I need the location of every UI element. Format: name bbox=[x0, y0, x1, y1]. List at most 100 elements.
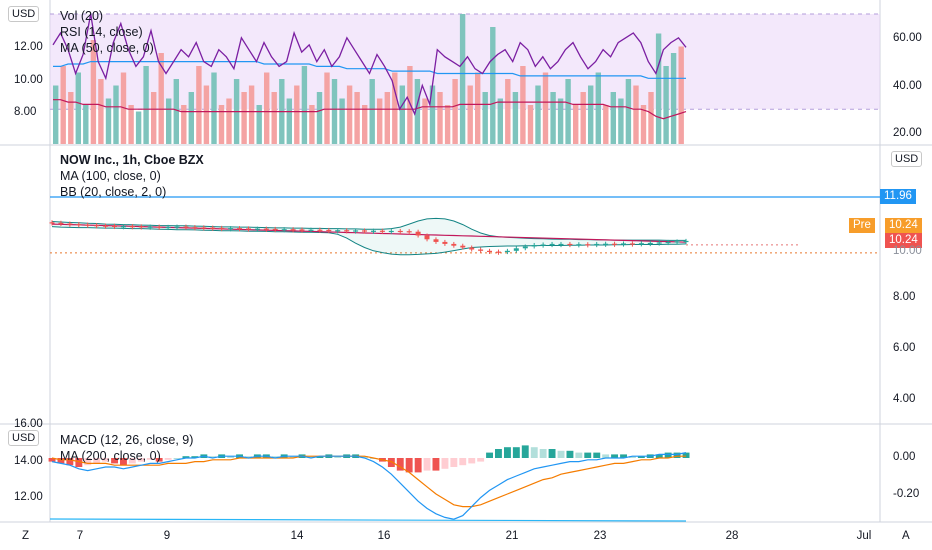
volume-bar bbox=[640, 105, 647, 144]
x-label-28: 28 bbox=[725, 530, 739, 542]
last-price-value: 10.24 bbox=[885, 233, 922, 248]
candle bbox=[344, 230, 350, 232]
candle bbox=[156, 226, 162, 228]
volume-bar bbox=[565, 79, 571, 144]
macd-histogram-bar bbox=[155, 458, 163, 462]
volume-bar bbox=[151, 92, 157, 144]
volume-rsi-pane[interactable] bbox=[50, 13, 880, 144]
volume-bar bbox=[588, 85, 594, 144]
volume-bar bbox=[377, 98, 383, 144]
x-label-14: 14 bbox=[290, 530, 304, 542]
volume-bar bbox=[218, 105, 225, 144]
macd-histogram-bar bbox=[396, 458, 404, 471]
macd-histogram-bar bbox=[57, 458, 65, 464]
candle bbox=[487, 250, 492, 252]
candle bbox=[219, 227, 225, 230]
legend-rsi[interactable]: RSI (14, close) bbox=[60, 25, 143, 39]
legend-vol[interactable]: Vol (20) bbox=[60, 9, 104, 23]
rsi-right-tick-60: 60.00 bbox=[893, 32, 922, 44]
candle bbox=[576, 244, 582, 246]
volume-bar bbox=[437, 92, 443, 144]
macd-histogram-bar bbox=[432, 458, 440, 471]
macd-right-tick-0: 0.00 bbox=[893, 451, 916, 463]
macd-histogram-bar bbox=[602, 454, 610, 458]
legend-bb[interactable]: BB (20, close, 2, 0) bbox=[60, 185, 167, 199]
volume-bar bbox=[143, 66, 149, 144]
price-tick-6: 6.00 bbox=[893, 342, 916, 354]
macd-histogram-bar bbox=[584, 452, 592, 458]
legend-macd[interactable]: MACD (12, 26, close, 9) bbox=[60, 433, 194, 447]
price-legend[interactable]: NOW Inc., 1h, Cboe BZX MA (100, close, 0… bbox=[60, 152, 204, 200]
volume-bar bbox=[166, 98, 172, 144]
volume-bar bbox=[678, 46, 684, 144]
volume-bar bbox=[53, 85, 59, 144]
price-pane[interactable] bbox=[49, 196, 881, 256]
price-tick-8: 8.00 bbox=[893, 291, 916, 303]
volume-bar bbox=[573, 105, 579, 144]
candle bbox=[281, 229, 287, 231]
volume-bar bbox=[580, 92, 586, 144]
macd-histogram-bar bbox=[289, 456, 297, 458]
macd-legend[interactable]: MACD (12, 26, close, 9) MA (200, close, … bbox=[60, 432, 193, 464]
candle bbox=[85, 224, 91, 226]
volume-bar bbox=[663, 66, 669, 144]
candle bbox=[362, 230, 367, 232]
candle bbox=[103, 225, 109, 227]
macd-histogram-bar bbox=[120, 458, 127, 466]
candle bbox=[567, 243, 573, 246]
currency-badge-price[interactable]: USD bbox=[891, 151, 923, 167]
macd-histogram-bar bbox=[146, 458, 154, 460]
legend-ma200[interactable]: MA (200, close, 0) bbox=[60, 449, 161, 463]
candle bbox=[451, 243, 457, 246]
macd-histogram-bar bbox=[66, 458, 74, 466]
volume-bar bbox=[188, 92, 194, 144]
volume-bar bbox=[648, 92, 654, 144]
macd-histogram-bar bbox=[84, 458, 92, 466]
legend-ma100[interactable]: MA (100, close, 0) bbox=[60, 169, 161, 183]
macd-histogram-bar bbox=[361, 456, 368, 458]
candle bbox=[629, 243, 635, 245]
volume-bar bbox=[173, 79, 179, 144]
currency-badge-macd[interactable]: USD bbox=[8, 430, 40, 446]
macd-histogram-bar bbox=[423, 458, 431, 471]
macd-histogram-bar bbox=[664, 452, 672, 458]
candle bbox=[531, 245, 537, 247]
macd-histogram-bar bbox=[620, 454, 627, 458]
timezone-button[interactable]: Z bbox=[22, 530, 30, 542]
volume-bar bbox=[203, 85, 210, 144]
currency-badge-top[interactable]: USD bbox=[8, 6, 40, 22]
candle bbox=[147, 226, 153, 228]
volume-bar bbox=[196, 66, 202, 144]
candle bbox=[442, 241, 448, 244]
x-label-23: 23 bbox=[593, 530, 607, 542]
candle bbox=[504, 250, 510, 253]
volume-bar bbox=[68, 92, 74, 144]
volume-bar bbox=[339, 98, 345, 144]
candle bbox=[460, 245, 466, 248]
legend-ma50[interactable]: MA (50, close, 0) bbox=[60, 41, 154, 55]
macd-histogram-bar bbox=[477, 458, 485, 462]
macd-right-tick-neg02: -0.20 bbox=[893, 488, 920, 500]
symbol-title[interactable]: NOW Inc., 1h, Cboe BZX bbox=[60, 153, 204, 167]
x-label-7: 7 bbox=[76, 530, 84, 542]
macd-signal-line bbox=[51, 455, 686, 508]
candle bbox=[138, 226, 144, 228]
candle bbox=[433, 239, 439, 242]
candle bbox=[58, 222, 64, 224]
macd-histogram-bar bbox=[164, 458, 172, 460]
volume-bar bbox=[226, 98, 232, 144]
price-tick-10-partial: 10.00 bbox=[893, 245, 922, 257]
macd-histogram-bar bbox=[673, 452, 681, 458]
macd-histogram-bar bbox=[334, 456, 342, 458]
candle bbox=[228, 228, 234, 230]
volume-bar bbox=[633, 85, 639, 144]
candle bbox=[397, 230, 403, 233]
candle bbox=[174, 226, 180, 228]
auto-scale-button[interactable]: A bbox=[902, 530, 910, 542]
volume-bar bbox=[90, 40, 97, 144]
macd-pane[interactable] bbox=[48, 445, 690, 522]
candle bbox=[112, 225, 117, 227]
macd-histogram-bar bbox=[209, 456, 217, 458]
vol-rsi-legend[interactable]: Vol (20) RSI (14, close) MA (50, close, … bbox=[60, 8, 154, 56]
